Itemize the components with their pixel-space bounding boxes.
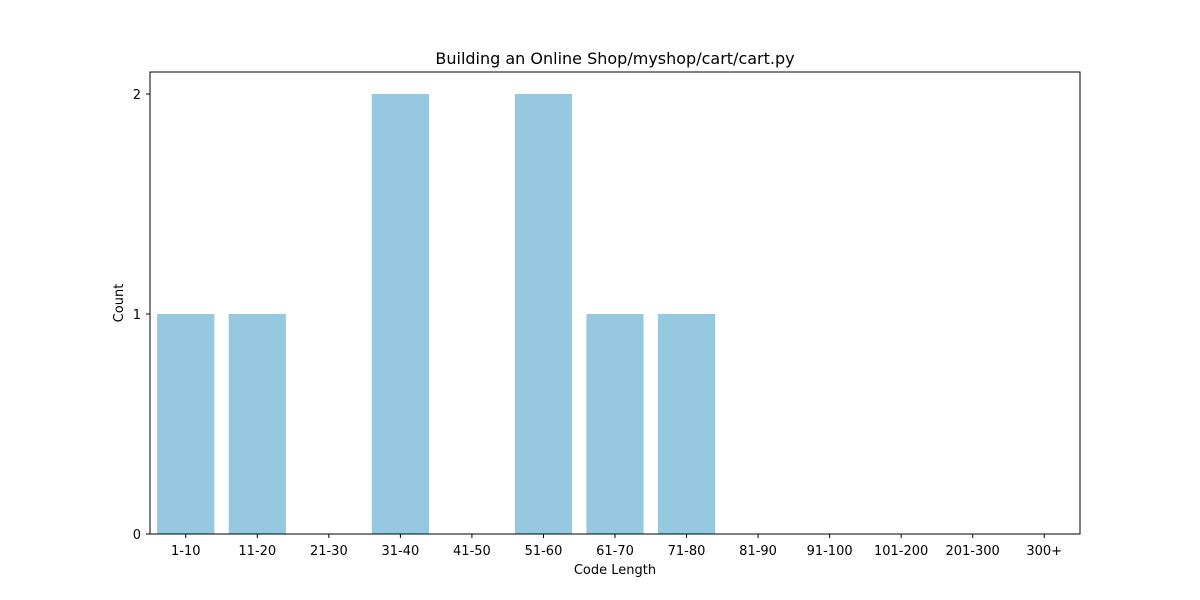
x-tick-label: 61-70 <box>596 544 634 559</box>
y-tick-label: 0 <box>133 528 141 543</box>
x-tick-label: 21-30 <box>310 544 348 559</box>
x-tick-label: 91-100 <box>807 544 853 559</box>
y-axis-ticks: 0 1 2 <box>133 88 150 543</box>
bars-group <box>157 94 715 534</box>
bar-11-20 <box>229 314 286 534</box>
x-tick-label: 41-50 <box>453 544 491 559</box>
x-tick-label: 11-20 <box>238 544 276 559</box>
x-tick-label: 81-90 <box>739 544 777 559</box>
bar-1-10 <box>157 314 214 534</box>
x-tick-label: 201-300 <box>946 544 1000 559</box>
bar-31-40 <box>372 94 429 534</box>
x-tick-label: 101-200 <box>874 544 928 559</box>
chart-title: Building an Online Shop/myshop/cart/cart… <box>435 49 794 68</box>
x-tick-label: 71-80 <box>668 544 706 559</box>
x-tick-label: 51-60 <box>525 544 563 559</box>
bar-71-80 <box>658 314 715 534</box>
y-tick-label: 2 <box>133 88 141 103</box>
bar-51-60 <box>515 94 572 534</box>
x-axis-label: Code Length <box>574 563 656 578</box>
x-tick-label: 31-40 <box>381 544 419 559</box>
x-tick-label: 300+ <box>1026 544 1062 559</box>
x-tick-label: 1-10 <box>171 544 201 559</box>
y-tick-label: 1 <box>133 308 141 323</box>
bar-61-70 <box>586 314 643 534</box>
x-axis-ticks: 1-10 11-20 21-30 31-40 41-50 51-60 61-70 71-80 8… <box>171 534 1062 559</box>
y-axis-label: Count <box>112 284 127 323</box>
